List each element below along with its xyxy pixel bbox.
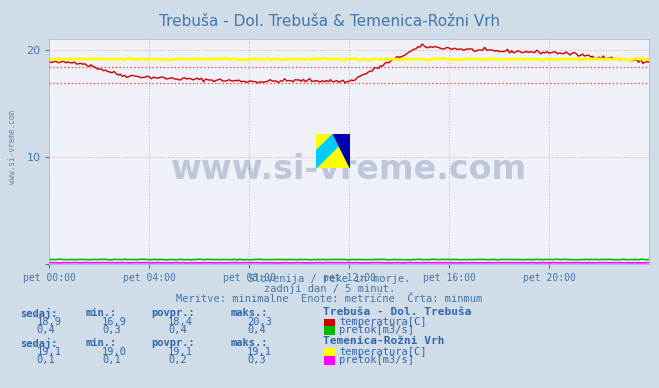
- Polygon shape: [316, 134, 350, 168]
- Text: 0,1: 0,1: [36, 355, 55, 365]
- Text: 20,3: 20,3: [247, 317, 272, 327]
- Text: 0,4: 0,4: [247, 325, 266, 335]
- Text: min.:: min.:: [86, 308, 117, 319]
- Text: Trebuša - Dol. Trebuša: Trebuša - Dol. Trebuša: [323, 307, 471, 317]
- Polygon shape: [333, 134, 350, 168]
- Text: maks.:: maks.:: [231, 338, 268, 348]
- Text: 0,4: 0,4: [168, 325, 186, 335]
- Text: 0,4: 0,4: [36, 325, 55, 335]
- Text: sedaj:: sedaj:: [20, 338, 57, 349]
- Text: 19,1: 19,1: [36, 347, 61, 357]
- Text: pretok[m3/s]: pretok[m3/s]: [339, 325, 415, 335]
- Text: 18,4: 18,4: [168, 317, 193, 327]
- Text: 19,1: 19,1: [168, 347, 193, 357]
- Text: Temenica-Rožni Vrh: Temenica-Rožni Vrh: [323, 336, 444, 346]
- Text: maks.:: maks.:: [231, 308, 268, 319]
- Text: 16,9: 16,9: [102, 317, 127, 327]
- Text: povpr.:: povpr.:: [152, 308, 195, 319]
- Text: 18,9: 18,9: [36, 317, 61, 327]
- Text: Meritve: minimalne  Enote: metrične  Črta: minmum: Meritve: minimalne Enote: metrične Črta:…: [177, 294, 482, 305]
- Text: pretok[m3/s]: pretok[m3/s]: [339, 355, 415, 365]
- Text: 19,1: 19,1: [247, 347, 272, 357]
- Text: 0,3: 0,3: [102, 325, 121, 335]
- Text: www.si-vreme.com: www.si-vreme.com: [171, 153, 527, 186]
- Text: povpr.:: povpr.:: [152, 338, 195, 348]
- Text: 0,3: 0,3: [247, 355, 266, 365]
- Text: sedaj:: sedaj:: [20, 308, 57, 319]
- Text: Slovenija / reke in morje.: Slovenija / reke in morje.: [248, 274, 411, 284]
- Polygon shape: [316, 134, 350, 168]
- Text: 0,1: 0,1: [102, 355, 121, 365]
- Text: zadnji dan / 5 minut.: zadnji dan / 5 minut.: [264, 284, 395, 294]
- Text: min.:: min.:: [86, 338, 117, 348]
- Text: 19,0: 19,0: [102, 347, 127, 357]
- Text: temperatura[C]: temperatura[C]: [339, 347, 427, 357]
- Text: Trebuša - Dol. Trebuša & Temenica-Rožni Vrh: Trebuša - Dol. Trebuša & Temenica-Rožni …: [159, 14, 500, 29]
- Text: temperatura[C]: temperatura[C]: [339, 317, 427, 327]
- Text: 0,2: 0,2: [168, 355, 186, 365]
- Text: www.si-vreme.com: www.si-vreme.com: [8, 111, 17, 184]
